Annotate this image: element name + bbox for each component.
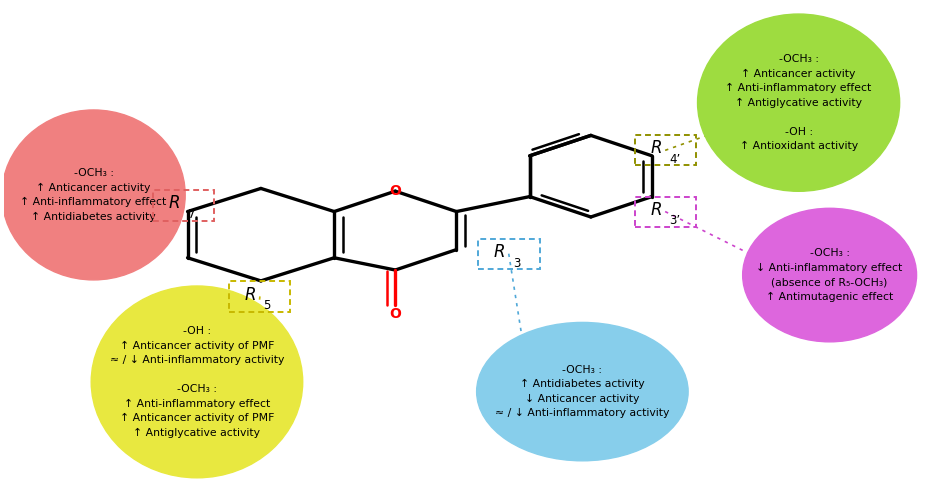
- Text: R: R: [649, 139, 661, 157]
- Ellipse shape: [2, 110, 185, 280]
- Text: -OCH₃ :
↑ Antidiabetes activity
↓ Anticancer activity
≈ / ↓ Anti-inflammatory ac: -OCH₃ : ↑ Antidiabetes activity ↓ Antica…: [495, 365, 669, 418]
- Text: O: O: [389, 306, 401, 320]
- Text: 3: 3: [513, 257, 519, 270]
- Text: 5: 5: [263, 300, 271, 313]
- Text: 7: 7: [188, 208, 195, 222]
- Bar: [228, 281, 290, 312]
- Text: O: O: [389, 184, 401, 198]
- Bar: [634, 197, 695, 226]
- Text: R: R: [649, 201, 661, 219]
- Ellipse shape: [92, 286, 302, 478]
- Text: -OCH₃ :
↑ Anticancer activity
↑ Anti-inflammatory effect
↑ Antidiabetes activity: -OCH₃ : ↑ Anticancer activity ↑ Anti-inf…: [21, 168, 166, 222]
- Bar: [153, 190, 214, 221]
- Text: 3’: 3’: [668, 214, 680, 227]
- Ellipse shape: [742, 208, 916, 342]
- Bar: [478, 239, 539, 269]
- Bar: [634, 135, 695, 165]
- Text: R: R: [244, 285, 256, 303]
- Text: R: R: [168, 194, 180, 212]
- Ellipse shape: [476, 322, 687, 461]
- Text: 4’: 4’: [668, 153, 680, 166]
- Text: -OCH₃ :
↓ Anti-inflammatory effect
(absence of R₅-OCH₃)
↑ Antimutagenic effect: -OCH₃ : ↓ Anti-inflammatory effect (abse…: [756, 248, 902, 302]
- Text: -OH :
↑ Anticancer activity of PMF
≈ / ↓ Anti-inflammatory activity

-OCH₃ :
↑ A: -OH : ↑ Anticancer activity of PMF ≈ / ↓…: [110, 326, 284, 437]
- Text: R: R: [493, 243, 505, 261]
- Ellipse shape: [697, 14, 899, 191]
- Text: -OCH₃ :
↑ Anticancer activity
↑ Anti-inflammatory effect
↑ Antiglycative activit: -OCH₃ : ↑ Anticancer activity ↑ Anti-inf…: [725, 54, 870, 151]
